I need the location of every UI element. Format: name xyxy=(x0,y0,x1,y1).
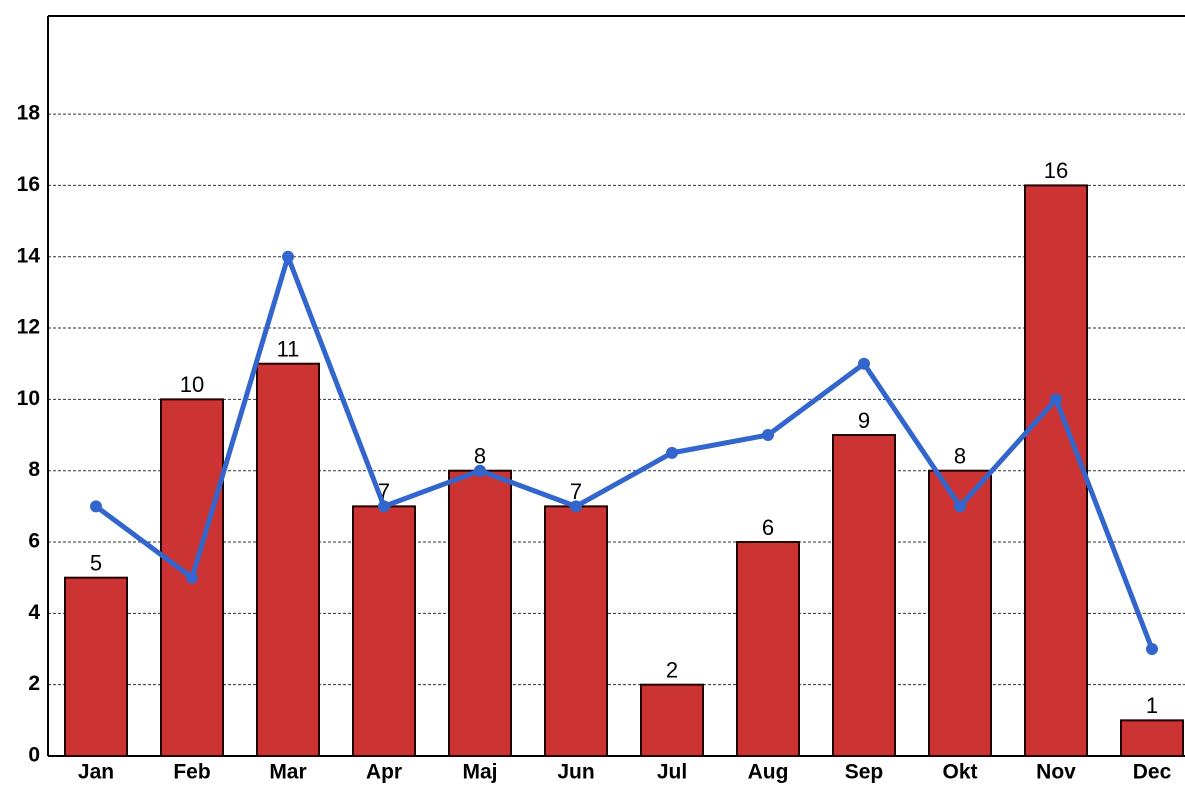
x-tick-label: Apr xyxy=(366,761,402,784)
value-label: 10 xyxy=(180,372,204,397)
line-point xyxy=(1050,393,1062,406)
value-label: 8 xyxy=(954,444,966,469)
y-tick-label: 8 xyxy=(28,458,40,481)
value-label: 9 xyxy=(858,408,870,433)
x-tick-label: Jan xyxy=(78,761,114,784)
y-tick-label: 12 xyxy=(17,316,40,339)
y-tick-label: 2 xyxy=(28,672,40,695)
y-tick-label: 6 xyxy=(28,530,40,553)
x-tick-label: Sep xyxy=(845,761,884,784)
line-point xyxy=(90,500,102,513)
value-label: 2 xyxy=(666,657,678,682)
value-label: 7 xyxy=(570,479,582,504)
bar xyxy=(544,505,608,757)
x-tick-label: Okt xyxy=(942,761,977,784)
bar xyxy=(928,469,992,757)
bar xyxy=(1120,719,1184,757)
bar xyxy=(256,362,320,757)
x-tick-label: Nov xyxy=(1036,761,1076,784)
x-tick-label: Dec xyxy=(1133,761,1172,784)
x-tick-label: Jun xyxy=(557,761,594,784)
bar xyxy=(448,469,512,757)
x-tick-label: Jul xyxy=(657,761,687,784)
bar xyxy=(736,541,800,758)
line-point xyxy=(858,357,870,370)
value-label: 1 xyxy=(1146,693,1158,718)
value-label: 8 xyxy=(474,444,486,469)
x-tick-label: Mar xyxy=(269,761,306,784)
value-label: 6 xyxy=(762,515,774,540)
line-point xyxy=(1146,643,1158,656)
value-label: 5 xyxy=(90,550,102,575)
bar xyxy=(640,683,704,757)
line-point xyxy=(378,500,390,513)
value-label: 16 xyxy=(1044,158,1068,183)
line-point xyxy=(570,500,582,513)
x-tick-label: Feb xyxy=(173,761,210,784)
y-tick-label: 16 xyxy=(17,173,40,196)
line-point xyxy=(474,464,486,477)
bar xyxy=(352,505,416,757)
bar xyxy=(832,434,896,757)
y-tick-label: 14 xyxy=(17,244,41,267)
value-label: 11 xyxy=(277,337,300,362)
x-tick-label: Maj xyxy=(462,761,497,784)
x-tick-label: Aug xyxy=(748,761,789,784)
bar xyxy=(64,576,128,758)
line xyxy=(94,254,1155,650)
line-point xyxy=(954,500,966,513)
y-tick-label: 18 xyxy=(17,102,41,125)
line-point xyxy=(186,571,198,584)
y-tick-label: 0 xyxy=(28,744,40,767)
line-point xyxy=(666,446,678,459)
line-point xyxy=(282,250,294,263)
bar xyxy=(1024,184,1088,757)
y-tick-label: 4 xyxy=(28,601,40,624)
line-point xyxy=(762,429,774,442)
y-tick-label: 10 xyxy=(17,387,40,410)
